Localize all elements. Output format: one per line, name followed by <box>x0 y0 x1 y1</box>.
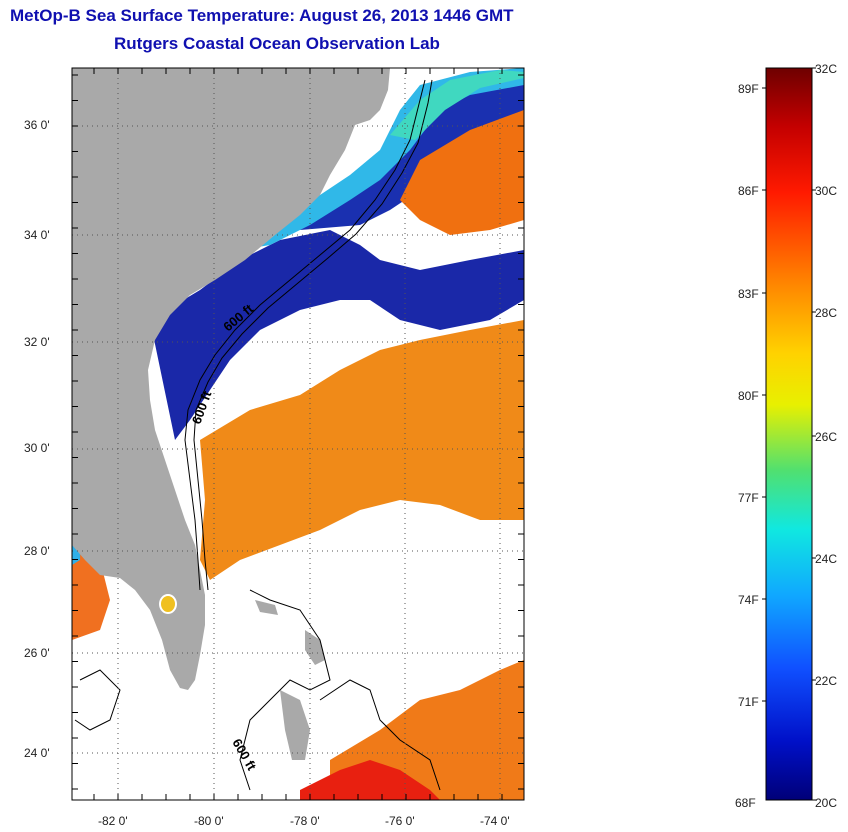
lat-label: 30 0' <box>24 441 50 455</box>
lon-label: -74 0' <box>480 814 510 828</box>
cold-water-region <box>150 230 524 440</box>
lon-label: -80 0' <box>194 814 224 828</box>
colorbar-c-label: 26C <box>815 430 838 444</box>
land-mass <box>72 68 390 690</box>
map-frame <box>71 67 525 801</box>
colorbar-c-label: 28C <box>815 306 838 320</box>
colorbar-c-label: 20C <box>815 796 838 810</box>
colorbar-c-label: 22C <box>815 674 838 688</box>
colorbar-c-label: 24C <box>815 552 838 566</box>
depth-contour <box>239 589 331 791</box>
colorbar-f-label: 74F <box>738 593 759 607</box>
map-title: MetOp-B Sea Surface Temperature: August … <box>10 6 514 25</box>
lat-label: 32 0' <box>24 335 50 349</box>
cool-water-region <box>240 68 524 250</box>
lake-okeechobee <box>159 594 177 614</box>
hot-water-se <box>300 760 440 800</box>
bahamas-island <box>255 600 278 615</box>
warm-water-region <box>200 320 524 580</box>
colorbar-c-label: 30C <box>815 184 838 198</box>
colorbar-f-label: 71F <box>738 695 759 709</box>
bahamas-island <box>280 690 310 760</box>
map-subtitle: Rutgers Coastal Ocean Observation Lab <box>114 34 440 53</box>
lon-label: -82 0' <box>98 814 128 828</box>
lon-label: -76 0' <box>385 814 415 828</box>
warm-water-ne <box>400 110 524 235</box>
lat-label: 26 0' <box>24 646 50 660</box>
colorbar <box>765 67 813 801</box>
colorbar-ticks <box>762 67 816 801</box>
colorbar-c-label: 32C <box>815 62 838 76</box>
frame-ticks <box>72 68 524 800</box>
depth-contour <box>319 679 441 791</box>
lon-label: -78 0' <box>290 814 320 828</box>
lat-label: 28 0' <box>24 544 50 558</box>
lat-label: 36 0' <box>24 118 50 132</box>
map-area: 600 ft 600 ft 600 ft <box>72 68 524 800</box>
depth-contour <box>74 669 121 731</box>
colorbar-f-label: 83F <box>738 287 759 301</box>
lat-label: 24 0' <box>24 746 50 760</box>
graticule <box>72 68 524 800</box>
colorbar-f-label: 80F <box>738 389 759 403</box>
colorbar-f-label: 68F <box>735 796 756 810</box>
colorbar-f-label: 77F <box>738 491 759 505</box>
colorbar-f-label: 86F <box>738 184 759 198</box>
depth-contour <box>184 79 426 591</box>
lat-label: 34 0' <box>24 228 50 242</box>
colorbar-f-label: 89F <box>738 82 759 96</box>
